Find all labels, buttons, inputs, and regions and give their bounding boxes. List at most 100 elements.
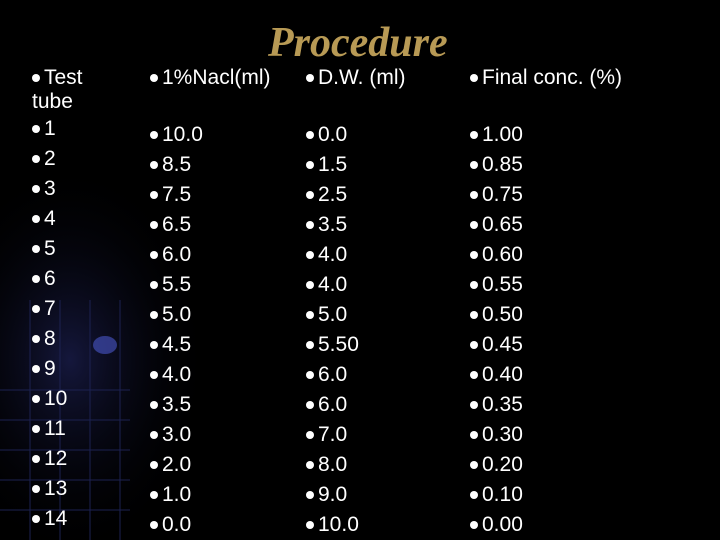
final-conc-cell-value: 0.30 (482, 423, 523, 446)
bullet-icon (150, 311, 158, 319)
dw-cell: 1.5 (306, 150, 405, 180)
tube-cell-value: 12 (44, 447, 68, 470)
bullet-icon (306, 191, 314, 199)
bullet-icon (32, 425, 40, 433)
nacl-cell: 6.0 (150, 240, 271, 270)
tube-cell-value: 7 (44, 297, 56, 320)
bullet-icon (150, 221, 158, 229)
bullet-icon (150, 401, 158, 409)
bullet-icon (306, 131, 314, 139)
bullet-icon (470, 461, 478, 469)
nacl-cell: 10.0 (150, 120, 271, 150)
column-final-conc: Final conc. (%) 1.00 0.85 0.75 0.65 0.60 0.55… (470, 66, 622, 540)
bullet-icon (150, 521, 158, 529)
bullet-icon (32, 455, 40, 463)
tube-cell: 11 (32, 414, 83, 444)
nacl-cell-value: 10.0 (162, 123, 203, 146)
bullet-icon (470, 191, 478, 199)
final-conc-cell-value: 0.00 (482, 513, 523, 536)
final-conc-cell: 0.55 (470, 270, 622, 300)
bullet-icon (306, 251, 314, 259)
header-test-tube-line1: Test (44, 66, 83, 89)
bullet-icon (32, 155, 40, 163)
bullet-icon (150, 131, 158, 139)
bullet-icon (32, 515, 40, 523)
dw-cell-value: 1.5 (318, 153, 348, 176)
nacl-cell: 4.5 (150, 330, 271, 360)
bullet-icon (470, 74, 478, 82)
nacl-cell-value: 0.0 (162, 513, 192, 536)
final-conc-cell-value: 1.00 (482, 123, 523, 146)
bullet-icon (306, 491, 314, 499)
bullet-icon (32, 395, 40, 403)
bullet-icon (470, 311, 478, 319)
nacl-cell-value: 6.5 (162, 213, 192, 236)
nacl-cell-value: 3.5 (162, 393, 192, 416)
slide-title: Procedure (268, 20, 448, 66)
bullet-icon (306, 401, 314, 409)
header-final-conc-label: Final conc. (%) (482, 66, 623, 89)
column-dw: D.W. (ml) 0.0 1.5 2.5 3.5 4.0 4.0 5.0 5.50 6.0 6.… (306, 66, 405, 540)
tube-cell-value: 4 (44, 207, 56, 230)
bullet-icon (150, 341, 158, 349)
final-conc-cell-value: 0.40 (482, 363, 523, 386)
bullet-icon (150, 251, 158, 259)
tube-cell-value: 2 (44, 147, 56, 170)
bullet-icon (306, 221, 314, 229)
dw-cell: 4.0 (306, 240, 405, 270)
tube-cell: 8 (32, 324, 83, 354)
dw-cell: 5.0 (306, 300, 405, 330)
final-conc-cell: 0.00 (470, 510, 622, 540)
final-conc-cell: 0.60 (470, 240, 622, 270)
tube-cell-value: 10 (44, 387, 68, 410)
final-conc-cell: 0.85 (470, 150, 622, 180)
bullet-icon (306, 161, 314, 169)
dw-cell: 10.0 (306, 510, 405, 540)
nacl-cell-value: 5.5 (162, 273, 192, 296)
bullet-icon (32, 275, 40, 283)
final-conc-cell-value: 0.35 (482, 393, 523, 416)
bullet-icon (306, 431, 314, 439)
dw-cell: 0.0 (306, 120, 405, 150)
tube-cell: 10 (32, 384, 83, 414)
nacl-cell: 1.0 (150, 480, 271, 510)
bullet-icon (306, 281, 314, 289)
dw-cell-value: 4.0 (318, 273, 348, 296)
bullet-icon (32, 485, 40, 493)
dw-cell: 6.0 (306, 360, 405, 390)
nacl-cell-value: 3.0 (162, 423, 192, 446)
dw-cell-value: 5.0 (318, 303, 348, 326)
header-dw: D.W. (ml) (306, 66, 405, 90)
background-orb (93, 336, 117, 354)
tube-cell-value: 1 (44, 117, 56, 140)
dw-cell-value: 3.5 (318, 213, 348, 236)
final-conc-cell-value: 0.10 (482, 483, 523, 506)
nacl-cell: 3.5 (150, 390, 271, 420)
dw-cell: 8.0 (306, 450, 405, 480)
dw-cell: 6.0 (306, 390, 405, 420)
header-final-conc: Final conc. (%) (470, 66, 622, 90)
header-nacl: 1%Nacl(ml) (150, 66, 271, 90)
final-conc-cell: 0.65 (470, 210, 622, 240)
bullet-icon (150, 74, 158, 82)
tube-cell: 12 (32, 444, 83, 474)
final-conc-cell-value: 0.55 (482, 273, 523, 296)
dw-cell: 2.5 (306, 180, 405, 210)
dw-cell-value: 2.5 (318, 183, 348, 206)
bullet-icon (306, 461, 314, 469)
dw-cell-value: 5.50 (318, 333, 359, 356)
bullet-icon (470, 431, 478, 439)
bullet-icon (470, 371, 478, 379)
final-conc-cell: 0.20 (470, 450, 622, 480)
dw-cell: 3.5 (306, 210, 405, 240)
bullet-icon (150, 371, 158, 379)
dw-cell-value: 6.0 (318, 363, 348, 386)
nacl-cell: 5.5 (150, 270, 271, 300)
nacl-cell-value: 8.5 (162, 153, 192, 176)
column-test-tube: Test tube 1 2 3 4 5 6 7 8 9 10 11 12 13 14 (32, 66, 83, 534)
tube-cell-value: 5 (44, 237, 56, 260)
tube-cell-value: 11 (44, 417, 66, 440)
tube-cell-value: 3 (44, 177, 56, 200)
header-dw-label: D.W. (ml) (318, 66, 406, 89)
header-test-tube: Test tube (32, 66, 83, 114)
